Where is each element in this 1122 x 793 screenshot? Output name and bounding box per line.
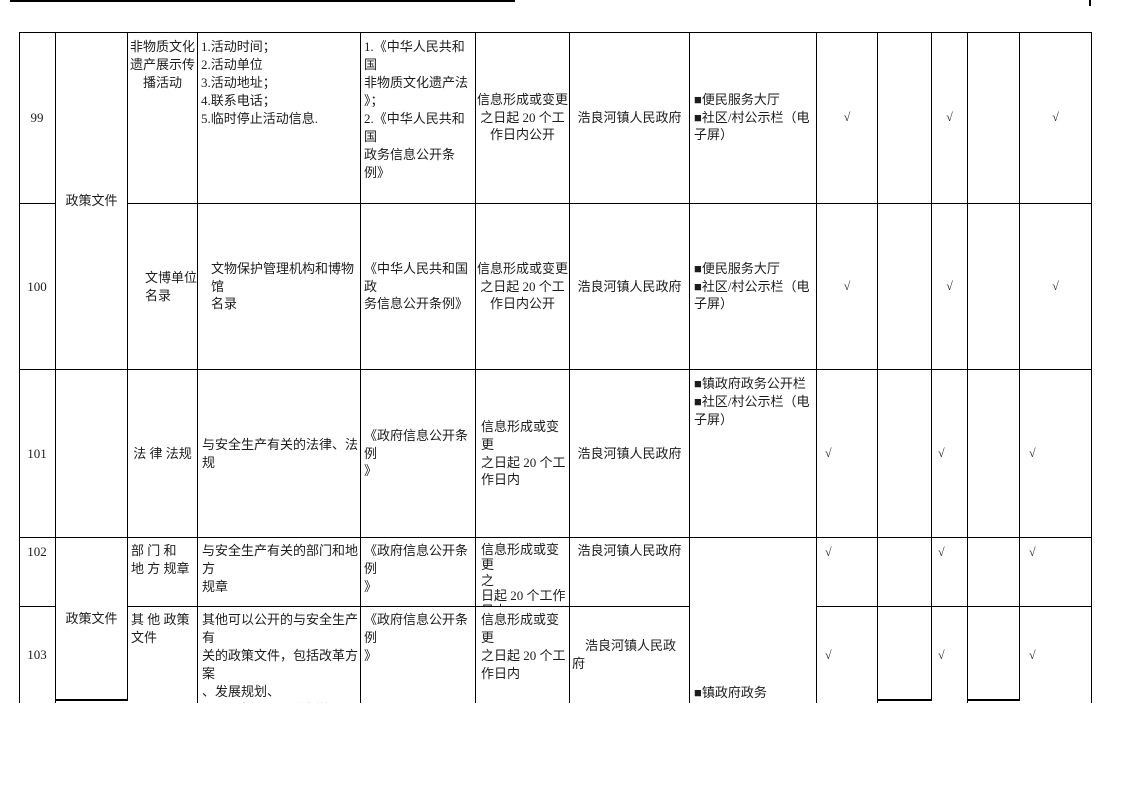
row100-dept-cell: 浩良河镇人民政府 (570, 204, 690, 370)
row99-check-col5: √ (1020, 32, 1092, 204)
row102-timing-cell: 信息形成或变更 之 日起 20 个工作 日内 (476, 538, 570, 607)
row102-check-col4 (968, 538, 1020, 607)
row100-number-cell: 100 (19, 204, 56, 370)
row101-item-cell: 法 律 法规 (128, 370, 198, 538)
row100-check-col5: √ (1020, 204, 1092, 370)
row99-dept-cell: 浩良河镇人民政府 (570, 32, 690, 204)
row103-check-col3: √ (932, 607, 968, 703)
row102-item-cell: 部 门 和 地 方 规章 (128, 538, 198, 607)
page-break-line (10, 0, 515, 2)
row101-dept-cell: 浩良河镇人民政府 (570, 370, 690, 538)
row100-timing-cell: 信息形成或变更 之日起 20 个工 作日内公开 (476, 204, 570, 370)
row103-check-col1: √ (817, 607, 878, 703)
row103-content-cell: 其他可以公开的与安全生产有 关的政策文件，包括改革方案 、发展规划、 专项规划、… (198, 607, 361, 703)
row101-check-col5: √ (1020, 370, 1092, 538)
row99-check-col2 (878, 32, 932, 204)
row102-basis-cell: 《政府信息公开条例 》 (361, 538, 476, 607)
category-cell-99-100: 政策文件 (56, 32, 128, 370)
row103-check-col5: √ (1020, 607, 1092, 703)
row101-check-col2 (878, 370, 932, 538)
row102-dept-cell: 浩良河镇人民政府 (570, 538, 690, 607)
row102-check-col5: √ (1020, 538, 1092, 607)
row100-item-cell: 文博单位 名录 (128, 204, 198, 370)
table-top-border (19, 32, 1092, 33)
row101-check-col3: √ (932, 370, 968, 538)
row101-check-col4 (968, 370, 1020, 538)
row101-timing-cell: 信息形成或变更 之日起 20 个工 作日内 (476, 370, 570, 538)
row101-category-cell (56, 370, 128, 538)
table-left-border (19, 32, 20, 703)
row99-timing-cell: 信息形成或变更 之日起 20 个工 作日内公开 (476, 32, 570, 204)
row103-check-col4 (968, 607, 1020, 701)
row99-check-col1: √ (817, 32, 878, 204)
row99-channels-cell: ■便民服务大厅 ■社区/村公示栏（电 子屏） (690, 32, 817, 204)
page-break-tick (1089, 0, 1091, 6)
row99-item-cell: 非物质文化 遗产展示传 播活动 (128, 32, 198, 204)
row100-check-col3: √ (932, 204, 968, 370)
row99-basis-cell: 1.《中华人民共和国 非物质文化遗产法 》； 2.《中华人民共和国 政务信息公开… (361, 32, 476, 204)
row103-check-col2 (878, 607, 932, 701)
category-cell-102-103: 政策文件 (56, 538, 128, 701)
row101-content-cell: 与安全生产有关的法律、法规 (198, 370, 361, 538)
row100-content-cell: 文物保护管理机构和博物馆 名录 (198, 204, 361, 370)
row99-number-cell: 99 (19, 32, 56, 204)
row101-check-col1: √ (817, 370, 878, 538)
row100-basis-cell: 《中华人民共和国政 务信息公开条例》 (361, 204, 476, 370)
row101-channels-cell: ■镇政府政务公开栏 ■社区/村公示栏（电 子屏） (690, 370, 817, 538)
row101-basis-cell: 《政府信息公开条例 》 (361, 370, 476, 538)
row103-number-cell: 103 (19, 607, 56, 703)
row103-item-cell: 其 他 政策 文件 (128, 607, 198, 703)
row99-content-cell: 1.活动时间； 2.活动单位 3.活动地址； 4.联系电话； 5.临时停止活动信… (198, 32, 361, 204)
row103-timing-cell: 信息形成或变更 之日起 20 个工 作日内 (476, 607, 570, 703)
row102-check-col3: √ (932, 538, 968, 607)
channels-cell-102-103: ■镇政府政务 公开栏 (690, 538, 817, 703)
row103-dept-cell: 浩良河镇人民政府 (570, 607, 690, 703)
row102-check-col2 (878, 538, 932, 607)
row103-basis-cell: 《政府信息公开条例 》 (361, 607, 476, 703)
row101-number-cell: 101 (19, 370, 56, 538)
row102-number-cell: 102 (19, 538, 56, 607)
row99-check-col3: √ (932, 32, 968, 204)
row102-content-cell: 与安全生产有关的部门和地方 规章 (198, 538, 361, 607)
row99-check-col4 (968, 32, 1020, 204)
row102-check-col1: √ (817, 538, 878, 607)
row100-check-col2 (878, 204, 932, 370)
row100-channels-cell: ■便民服务大厅 ■社区/村公示栏（电 子屏） (690, 204, 817, 370)
row100-check-col4 (968, 204, 1020, 370)
row100-check-col1: √ (817, 204, 878, 370)
